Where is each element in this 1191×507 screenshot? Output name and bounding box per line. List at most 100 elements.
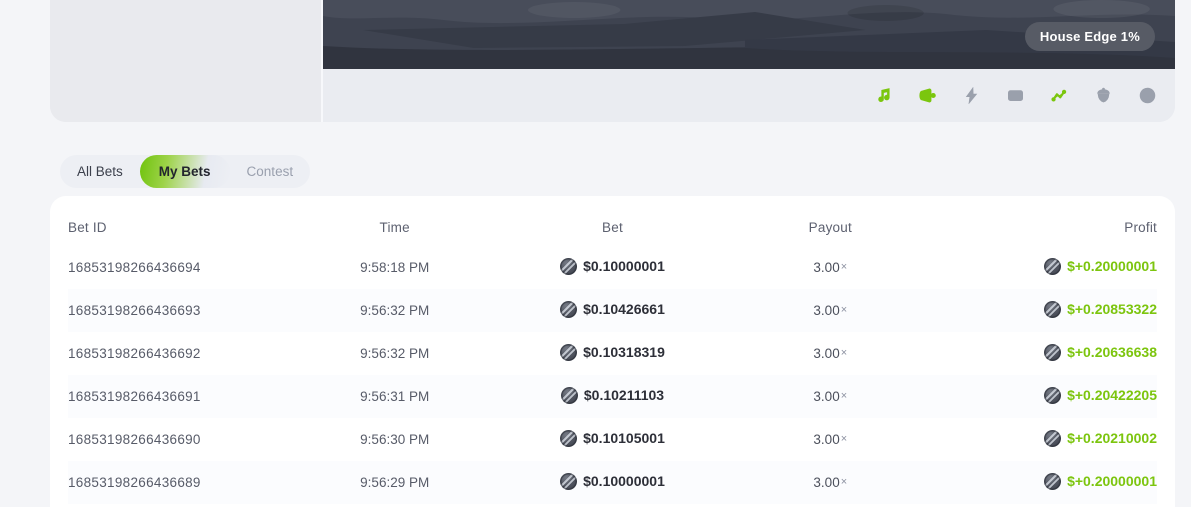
- bet-amount: $0.10105001: [583, 430, 665, 446]
- bet-row[interactable]: 16853198266436689 9:56:29 PM $0.10000001…: [68, 461, 1157, 504]
- lightning-icon[interactable]: [962, 87, 980, 104]
- bet-cell: $0.10426661: [504, 289, 722, 332]
- bet-controls-panel: [50, 0, 323, 122]
- multiplier-symbol: ×: [840, 390, 848, 402]
- multiplier-symbol: ×: [840, 261, 848, 273]
- coin-icon: [560, 472, 578, 490]
- time-cell: 9:56:31 PM: [360, 389, 430, 404]
- bet-amount: $0.10318319: [583, 344, 665, 360]
- header-payout: Payout: [808, 219, 852, 235]
- multiplier-symbol: ×: [840, 476, 848, 488]
- bet-row[interactable]: 16853198266436692 9:56:32 PM $0.10318319…: [68, 332, 1157, 375]
- game-toolbar: ?: [323, 69, 1175, 122]
- bet-id-cell: 16853198266436694: [68, 260, 201, 275]
- bet-cell: $0.10105001: [504, 418, 722, 461]
- header-bet: Bet: [602, 219, 623, 235]
- bet-cell: $0.10000001: [504, 461, 722, 504]
- table-header-row: Bet ID Time Bet Payout Profit: [68, 196, 1157, 246]
- payout-cell: 3.00×: [721, 332, 939, 375]
- bet-amount: $0.10000001: [583, 473, 665, 489]
- time-cell: 9:56:29 PM: [360, 475, 430, 490]
- profit-amount: $+0.20853322: [1067, 301, 1157, 317]
- bet-amount: $0.10211103: [583, 387, 665, 403]
- tab-contest[interactable]: Contest: [246, 164, 294, 179]
- payout-cell: 3.00×: [721, 418, 939, 461]
- payout-value: 3.00: [813, 389, 840, 404]
- payout-cell: 3.00×: [721, 289, 939, 332]
- bets-tab-bar: All Bets My Bets Contest: [60, 155, 311, 188]
- bet-amount: $0.10000001: [583, 258, 665, 274]
- tab-my-bets[interactable]: My Bets: [139, 155, 230, 188]
- bet-id-cell: 16853198266436691: [68, 389, 201, 404]
- payout-cell: 3.00×: [721, 246, 939, 289]
- music-note-icon[interactable]: [874, 87, 892, 104]
- my-bets-table: Bet ID Time Bet Payout Profit 1685319826…: [68, 196, 1157, 504]
- coin-icon: [1044, 300, 1062, 318]
- profit-cell: $+0.20636638: [939, 332, 1157, 375]
- bet-row[interactable]: 16853198266436691 9:56:31 PM $0.10211103…: [68, 375, 1157, 418]
- coin-icon: [1044, 429, 1062, 447]
- coin-icon: [1044, 343, 1062, 361]
- bet-id-cell: 16853198266436690: [68, 432, 201, 447]
- tab-all-bets[interactable]: All Bets: [77, 164, 123, 179]
- coin-icon: [560, 386, 578, 404]
- profit-amount: $+0.20422205: [1067, 387, 1157, 403]
- profit-amount: $+0.20636638: [1067, 344, 1157, 360]
- game-card: House Edge 1%: [50, 0, 1175, 122]
- game-area: House Edge 1%: [323, 0, 1175, 122]
- svg-text:?: ?: [1144, 91, 1149, 102]
- header-bet-id: Bet ID: [68, 219, 107, 235]
- payout-cell: 3.00×: [721, 375, 939, 418]
- profit-cell: $+0.20853322: [939, 289, 1157, 332]
- coin-icon: [560, 429, 578, 447]
- time-cell: 9:56:32 PM: [360, 346, 430, 361]
- profit-cell: $+0.20210002: [939, 418, 1157, 461]
- multiplier-symbol: ×: [840, 433, 848, 445]
- coin-icon: [560, 257, 578, 275]
- profit-cell: $+0.20000001: [939, 461, 1157, 504]
- coin-icon: [1044, 257, 1062, 275]
- profit-cell: $+0.20422205: [939, 375, 1157, 418]
- bet-amount: $0.10426661: [583, 301, 665, 317]
- payout-value: 3.00: [813, 432, 840, 447]
- multiplier-symbol: ×: [840, 347, 848, 359]
- profit-amount: $+0.20210002: [1067, 430, 1157, 446]
- profit-amount: $+0.20000001: [1067, 258, 1157, 274]
- payout-value: 3.00: [813, 303, 840, 318]
- bet-cell: $0.10318319: [504, 332, 722, 375]
- bet-row[interactable]: 16853198266436693 9:56:32 PM $0.10426661…: [68, 289, 1157, 332]
- coin-icon: [560, 300, 578, 318]
- terrain-art-icon: [323, 0, 1175, 69]
- help-icon[interactable]: ?: [1138, 87, 1156, 104]
- bet-id-cell: 16853198266436693: [68, 303, 201, 318]
- coin-icon: [560, 343, 578, 361]
- profit-amount: $+0.20000001: [1067, 473, 1157, 489]
- coin-icon: [1044, 386, 1062, 404]
- bet-cell: $0.10211103: [504, 375, 722, 418]
- bet-row[interactable]: 16853198266436690 9:56:30 PM $0.10105001…: [68, 418, 1157, 461]
- time-cell: 9:58:18 PM: [360, 260, 430, 275]
- my-bets-table-card: Bet ID Time Bet Payout Profit 1685319826…: [50, 196, 1175, 507]
- acorn-icon[interactable]: [1094, 87, 1112, 104]
- multiplier-symbol: ×: [840, 304, 848, 316]
- payout-value: 3.00: [813, 346, 840, 361]
- bet-id-cell: 16853198266436692: [68, 346, 201, 361]
- bet-id-cell: 16853198266436689: [68, 475, 201, 490]
- sound-icon[interactable]: [918, 87, 936, 104]
- payout-value: 3.00: [813, 260, 840, 275]
- bet-cell: $0.10000001: [504, 246, 722, 289]
- hotkeys-keyboard-icon[interactable]: [1006, 87, 1024, 104]
- payout-value: 3.00: [813, 475, 840, 490]
- game-canvas: House Edge 1%: [323, 0, 1175, 69]
- bet-row[interactable]: 16853198266436694 9:58:18 PM $0.10000001…: [68, 246, 1157, 289]
- time-cell: 9:56:30 PM: [360, 432, 430, 447]
- trend-line-icon[interactable]: [1050, 87, 1068, 104]
- house-edge-badge: House Edge 1%: [1024, 22, 1155, 51]
- profit-cell: $+0.20000001: [939, 246, 1157, 289]
- bets-table-body: 16853198266436694 9:58:18 PM $0.10000001…: [68, 246, 1157, 504]
- coin-icon: [1044, 472, 1062, 490]
- payout-cell: 3.00×: [721, 461, 939, 504]
- header-time: Time: [379, 219, 410, 235]
- time-cell: 9:56:32 PM: [360, 303, 430, 318]
- header-profit: Profit: [1124, 219, 1157, 235]
